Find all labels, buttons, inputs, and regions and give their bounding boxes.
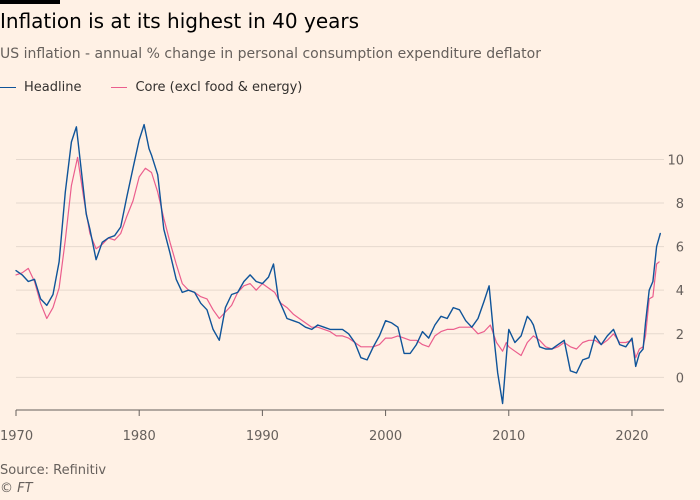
series-line-core — [15, 156, 660, 359]
x-tick-label: 1970 — [0, 429, 33, 444]
legend-item-headline: Headline — [0, 80, 81, 95]
gridlines — [16, 158, 664, 378]
y-tick-label: 0 — [676, 371, 684, 386]
y-tick-label: 2 — [676, 328, 684, 343]
y-tick-label: 8 — [676, 197, 684, 212]
series-lines — [15, 123, 661, 405]
legend-item-core: Core (excl food & energy) — [111, 80, 302, 95]
legend-label-core: Core (excl food & energy) — [135, 80, 303, 95]
legend-swatch-headline — [0, 87, 16, 88]
chart-title: Inflation is at its highest in 40 years — [0, 9, 360, 33]
ft-brand-bar — [0, 0, 60, 4]
source-note: Source: Refinitiv — [0, 463, 107, 478]
x-tick-labels: 1970 1980 1990 2000 2010 2020 — [0, 429, 649, 444]
ft-credit: © FT — [0, 481, 33, 496]
series-line-headline — [15, 123, 661, 405]
x-tick-label: 2010 — [492, 429, 525, 444]
x-axis — [15, 409, 664, 416]
y-tick-label: 6 — [676, 241, 684, 256]
x-tick-label: 1980 — [123, 429, 156, 444]
chart-subtitle: US inflation - annual % change in person… — [0, 46, 541, 62]
y-axis: 0 2 4 6 8 10 — [667, 153, 684, 386]
y-tick-label: 4 — [676, 284, 684, 299]
chart-legend: Headline Core (excl food & energy) — [0, 80, 332, 95]
x-tick-label: 1990 — [246, 429, 279, 444]
legend-swatch-core — [111, 87, 128, 88]
x-tick-label: 2000 — [369, 429, 402, 444]
x-tick-label: 2020 — [615, 429, 648, 444]
legend-label-headline: Headline — [24, 80, 82, 95]
y-tick-label: 10 — [667, 153, 684, 168]
